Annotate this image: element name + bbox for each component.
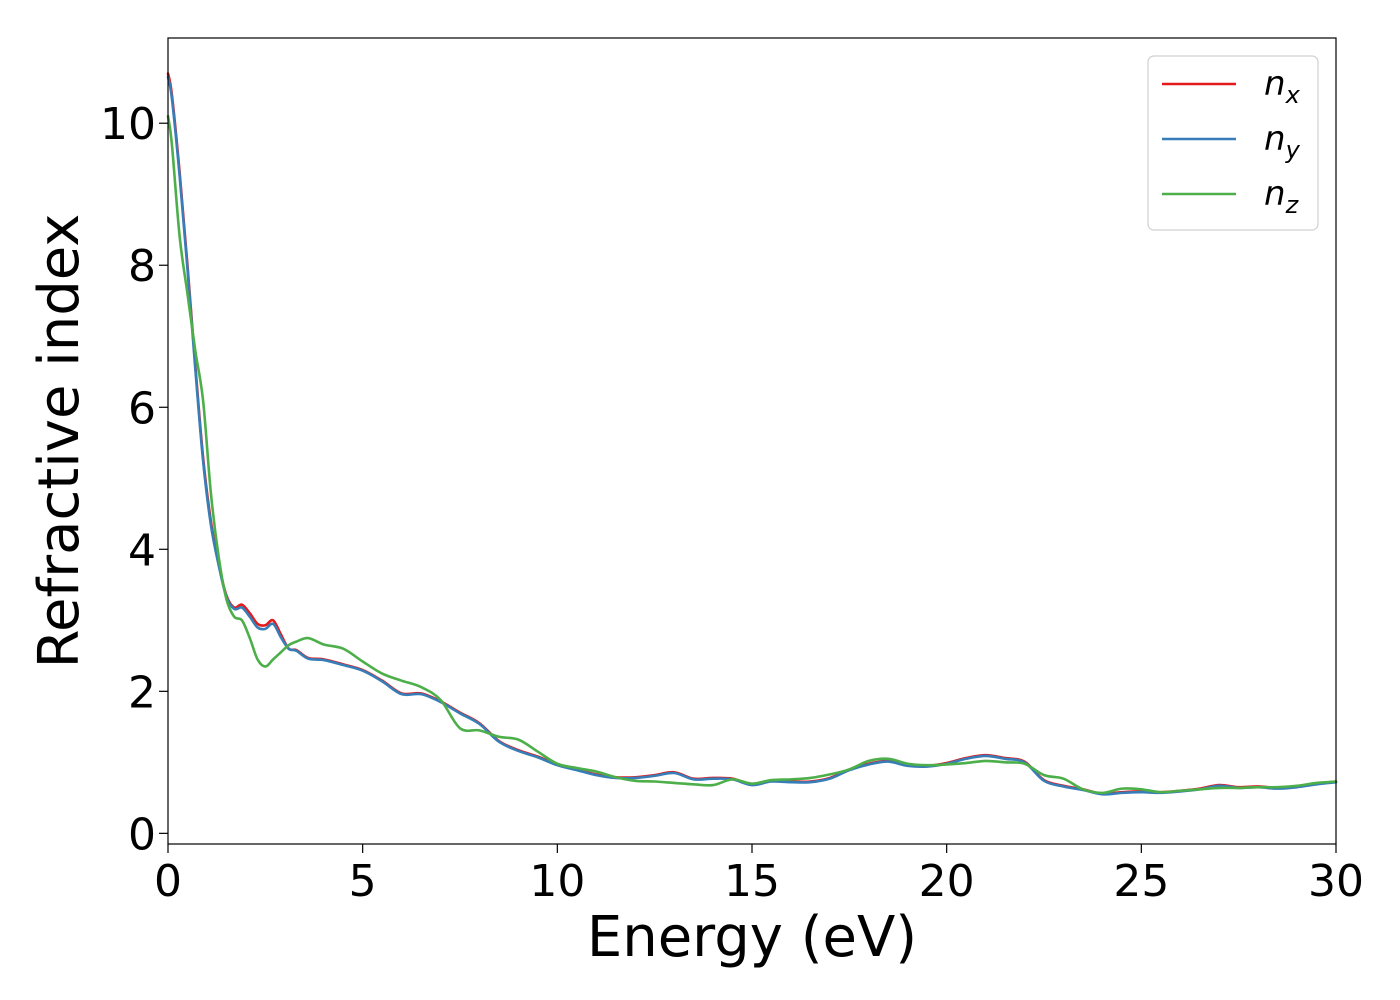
y-axis-ticks: 0 2 4 6 8 10 (100, 99, 168, 860)
x-tick-label: 30 (1308, 856, 1364, 907)
x-axis-title: Energy (eV) (587, 905, 917, 970)
legend-label-subscript: y (1285, 136, 1301, 164)
y-tick-label: 2 (128, 667, 156, 718)
x-tick-label: 25 (1113, 856, 1169, 907)
legend-label-subscript: x (1285, 81, 1301, 109)
x-tick-label: 15 (724, 856, 780, 907)
legend-label-nz: nz (1264, 174, 1300, 219)
plot-area (168, 38, 1336, 844)
y-tick-label: 4 (128, 525, 156, 576)
x-tick-label: 0 (154, 856, 182, 907)
y-axis-title: Refractive index (27, 214, 92, 669)
legend-label-main: n (1264, 64, 1286, 104)
legend-label-ny: ny (1264, 119, 1301, 164)
y-tick-label: 10 (100, 99, 156, 150)
legend-label-nx: nx (1264, 64, 1301, 109)
legend-label-subscript: z (1285, 191, 1300, 219)
series-line-nz (166, 114, 1338, 795)
legend-label-main: n (1264, 174, 1286, 214)
y-tick-label: 6 (128, 383, 156, 434)
y-tick-label: 8 (128, 241, 156, 292)
x-axis-ticks: 0 5 10 15 20 25 30 (154, 844, 1364, 907)
y-tick-label: 0 (128, 809, 156, 860)
x-tick-label: 20 (919, 856, 975, 907)
legend-label-main: n (1264, 119, 1286, 159)
legend-box (1147, 55, 1319, 231)
x-tick-label: 10 (529, 856, 585, 907)
x-tick-label: 5 (349, 856, 377, 907)
series-line-ny (166, 75, 1338, 796)
series-layer (166, 72, 1338, 796)
